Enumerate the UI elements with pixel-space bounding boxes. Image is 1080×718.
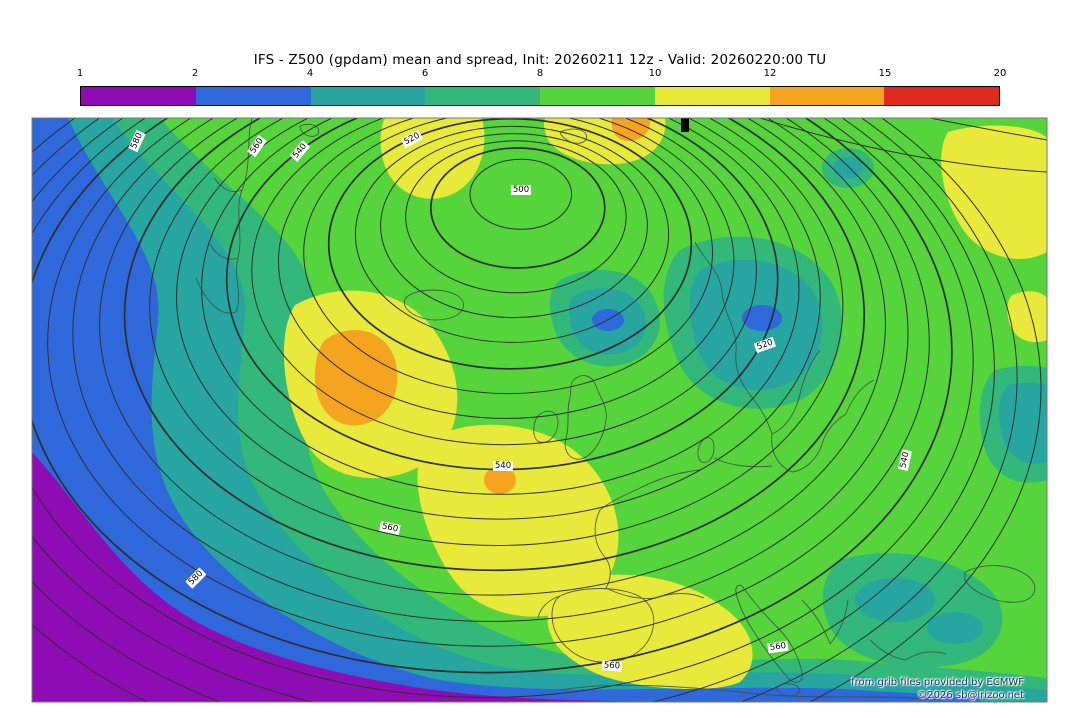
z500-contour (32, 118, 1042, 702)
z500-contour (32, 118, 953, 674)
map-marker (681, 118, 689, 132)
colorbar-tick-label: 4 (306, 68, 314, 79)
chart-title: IFS - Z500 (gpdam) mean and spread, Init… (253, 52, 827, 68)
contour-lines (32, 118, 1042, 702)
credit-line-copyright: ©2026 sb@irizoo.net (917, 690, 1024, 701)
z500-contour (251, 118, 757, 446)
z500-contour (72, 118, 909, 622)
colorbar-tick-label: 6 (421, 68, 429, 79)
z500-contour (380, 133, 648, 319)
colorbar-tick-label: 2 (191, 68, 199, 79)
z500-contour (429, 147, 606, 269)
colorbar (80, 86, 1000, 106)
z500-contour (327, 118, 693, 370)
colorbar-segment (425, 87, 540, 105)
colorbar-segment (884, 87, 999, 105)
z500-contour (405, 140, 627, 294)
colorbar-ticks: 1 2 4 6 8 10 12 15 20 (0, 68, 1080, 81)
colorbar-segment (540, 87, 655, 105)
colorbar-segment (81, 87, 196, 105)
z500-contour (123, 118, 865, 572)
contour-lines-extra (759, 118, 1047, 173)
colorbar-segment (195, 87, 311, 105)
credits: from grib files provided by ECMWF ©2026 … (851, 676, 1024, 702)
credit-line-source: from grib files provided by ECMWF (851, 677, 1024, 688)
z500-contour (278, 118, 735, 419)
z500-contour (32, 118, 974, 698)
z500-contour (469, 158, 573, 230)
colorbar-tick-label: 12 (763, 68, 777, 79)
z500-contour (32, 118, 995, 702)
z500-contour (201, 118, 800, 495)
colorbar-tick-label: 10 (648, 68, 662, 79)
z500-contour (32, 118, 1018, 702)
map-frame (31, 117, 1048, 703)
colorbar-segment (654, 87, 770, 105)
z500-contour (99, 118, 886, 596)
z500-contour (303, 118, 713, 395)
colorbar-tick-label: 20 (993, 68, 1007, 79)
z500-contour (47, 118, 930, 647)
colorbar-tick-label: 8 (536, 68, 544, 79)
z500-contour (176, 118, 821, 520)
z500-contour (354, 125, 670, 343)
colorbar-tick-label: 15 (878, 68, 892, 79)
colorbar-segment (310, 87, 426, 105)
colorbar-tick-label: 1 (76, 68, 84, 79)
colorbar-segment (769, 87, 885, 105)
z500-contour (149, 118, 844, 546)
